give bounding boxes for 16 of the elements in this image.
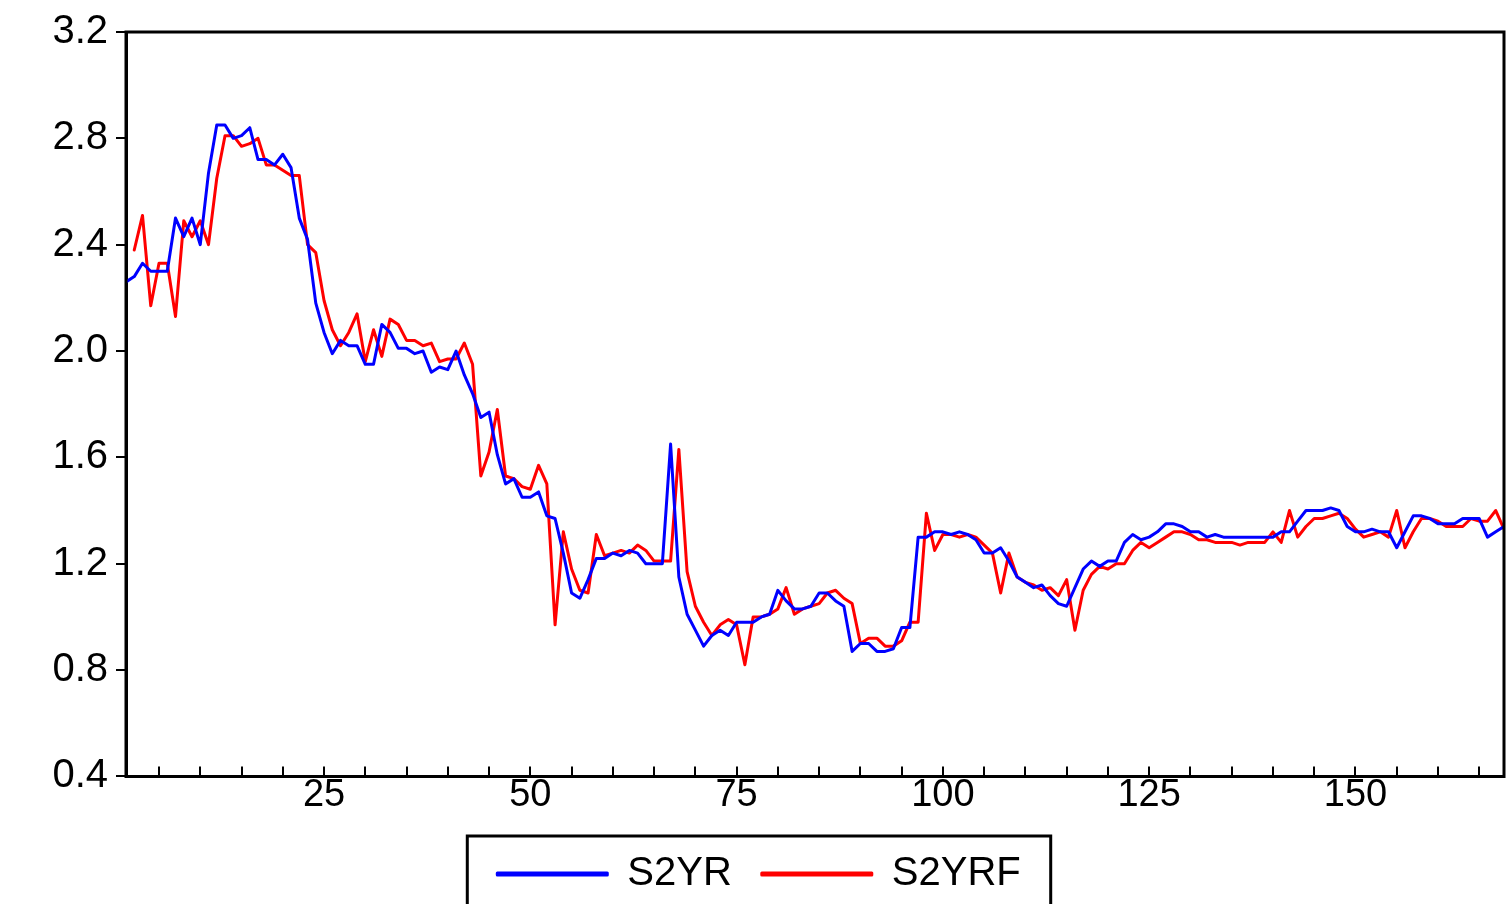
legend-label: S2YR [627,849,732,894]
y-tick-label: 1.6 [52,432,108,477]
x-tick-label: 75 [715,771,758,814]
x-tick-label: 150 [1323,771,1388,814]
x-tick-label: 100 [911,771,975,814]
y-tick-label: 3.2 [52,7,108,52]
y-tick-label: 2.8 [52,113,108,158]
y-tick-label: 0.8 [52,645,108,690]
y-tick-label: 0.4 [52,751,108,796]
x-tick-label: 50 [509,771,552,814]
x-tick-label: 25 [302,771,346,814]
y-tick-label: 2.4 [52,219,108,264]
legend-label: S2YRF [891,849,1021,894]
y-tick-label: 2.0 [52,326,108,371]
x-tick-label: 125 [1117,771,1181,814]
y-tick-label: 1.2 [52,538,108,583]
